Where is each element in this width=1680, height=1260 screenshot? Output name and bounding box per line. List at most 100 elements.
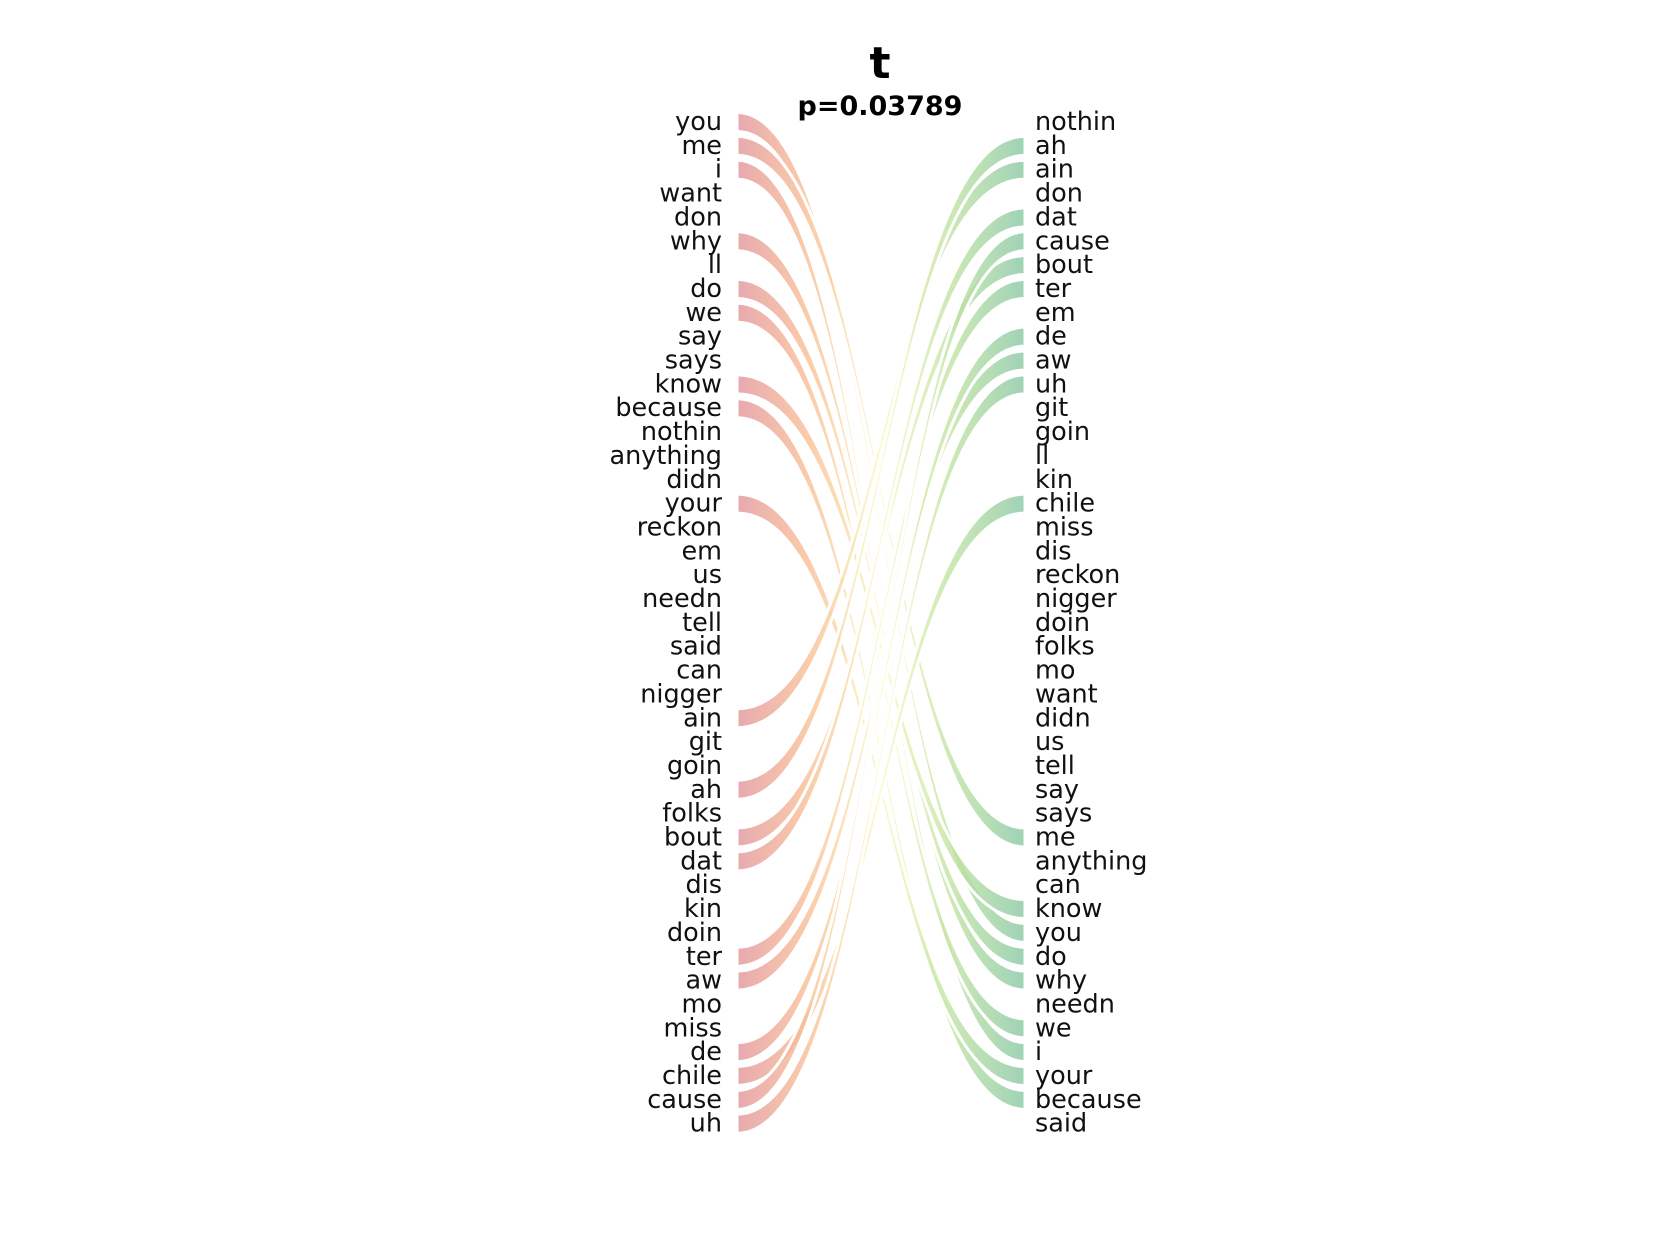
left-word-label: reckon — [637, 512, 722, 542]
right-word-label: bout — [1035, 250, 1093, 280]
right-word-label: tell — [1035, 751, 1075, 781]
left-word-label: cause — [647, 1085, 722, 1115]
right-word-label: goin — [1035, 417, 1090, 447]
left-word-label: de — [690, 1037, 722, 1067]
left-word-label: ll — [708, 250, 722, 280]
left-word-label: know — [655, 369, 722, 399]
right-word-label: uh — [1035, 369, 1067, 399]
right-word-label: needn — [1035, 989, 1115, 1019]
right-word-label: your — [1035, 1061, 1093, 1091]
right-word-label: cause — [1035, 226, 1110, 256]
left-word-label: nothin — [641, 417, 722, 447]
left-word-label: can — [676, 656, 722, 686]
right-word-label: do — [1035, 942, 1067, 972]
right-word-label: me — [1035, 823, 1076, 853]
right-word-label: us — [1035, 727, 1064, 757]
right-word-label: aw — [1035, 346, 1071, 376]
chart-title: t — [869, 38, 890, 89]
left-word-label: didn — [666, 465, 722, 495]
left-word-label: git — [689, 727, 722, 757]
left-word-label: us — [693, 560, 722, 590]
right-word-label: doin — [1035, 608, 1090, 638]
left-word-label: said — [670, 632, 722, 662]
left-word-label: nigger — [640, 679, 722, 709]
left-word-label: em — [681, 536, 722, 566]
right-word-label: say — [1035, 775, 1079, 805]
right-word-label: because — [1035, 1085, 1142, 1115]
right-word-label: kin — [1035, 465, 1073, 495]
left-word-label: i — [715, 155, 722, 185]
right-word-label: want — [1035, 679, 1098, 709]
left-word-label: don — [674, 202, 722, 232]
right-word-label: de — [1035, 322, 1067, 352]
link-bands — [735, 110, 1027, 1135]
left-word-label: ah — [690, 775, 722, 805]
right-word-label: mo — [1035, 656, 1075, 686]
link-band-dat — [735, 206, 1027, 873]
left-word-label: you — [675, 107, 722, 137]
left-word-label: mo — [682, 989, 722, 1019]
right-word-label: ah — [1035, 131, 1067, 161]
left-word-label: why — [670, 226, 722, 256]
link-band-ah — [735, 134, 1027, 801]
left-word-label: goin — [667, 751, 722, 781]
left-word-label: say — [678, 322, 722, 352]
left-word-label: folks — [662, 799, 722, 829]
link-band-ain — [735, 158, 1027, 730]
left-word-label: miss — [664, 1013, 723, 1043]
link-band-cause — [735, 230, 1027, 1111]
left-word-label: dis — [685, 870, 722, 900]
left-word-label: bout — [664, 823, 722, 853]
left-word-label: because — [615, 393, 722, 423]
right-word-label: you — [1035, 918, 1082, 948]
right-word-label: ll — [1035, 441, 1049, 471]
link-band-ter — [735, 277, 1027, 968]
left-word-labels: youmeiwantdonwhylldowesaysaysknowbecause… — [610, 107, 723, 1139]
left-word-label: says — [665, 346, 722, 376]
left-word-label: dat — [680, 846, 722, 876]
right-word-label: can — [1035, 870, 1081, 900]
right-word-labels: nothinahaindondatcauseboutteremdeawuhgit… — [1035, 107, 1147, 1139]
left-word-label: chile — [662, 1061, 722, 1091]
left-word-label: me — [681, 131, 722, 161]
right-word-label: dis — [1035, 536, 1072, 566]
right-word-label: know — [1035, 894, 1102, 924]
right-word-label: ter — [1035, 274, 1072, 304]
left-word-label: want — [659, 179, 722, 209]
left-word-label: doin — [667, 918, 722, 948]
right-word-label: nigger — [1035, 584, 1117, 614]
right-word-label: chile — [1035, 489, 1095, 519]
right-word-label: didn — [1035, 703, 1091, 733]
right-word-label: nothin — [1035, 107, 1116, 137]
right-word-label: said — [1035, 1109, 1087, 1139]
link-band-know — [735, 373, 1027, 921]
left-word-label: kin — [684, 894, 722, 924]
left-word-label: ain — [683, 703, 722, 733]
right-word-label: i — [1035, 1037, 1042, 1067]
right-word-label: em — [1035, 298, 1076, 328]
right-word-label: folks — [1035, 632, 1095, 662]
link-band-me — [735, 134, 1027, 849]
right-word-label: don — [1035, 179, 1083, 209]
right-word-label: dat — [1035, 202, 1077, 232]
left-word-label: needn — [642, 584, 722, 614]
left-word-label: anything — [610, 441, 722, 471]
right-word-label: miss — [1035, 512, 1094, 542]
left-word-label: we — [685, 298, 722, 328]
left-word-label: ter — [686, 942, 723, 972]
right-word-label: we — [1035, 1013, 1072, 1043]
left-word-label: aw — [686, 966, 722, 996]
left-word-label: uh — [690, 1109, 722, 1139]
right-word-label: why — [1035, 966, 1087, 996]
right-word-label: git — [1035, 393, 1068, 423]
left-word-label: tell — [682, 608, 722, 638]
link-band-uh — [735, 373, 1027, 1135]
right-word-label: anything — [1035, 846, 1147, 876]
left-word-label: your — [665, 489, 723, 519]
left-word-label: do — [690, 274, 722, 304]
right-word-label: says — [1035, 799, 1092, 829]
right-word-label: ain — [1035, 155, 1074, 185]
right-word-label: reckon — [1035, 560, 1120, 590]
chart-subtitle: p=0.03789 — [798, 91, 963, 122]
